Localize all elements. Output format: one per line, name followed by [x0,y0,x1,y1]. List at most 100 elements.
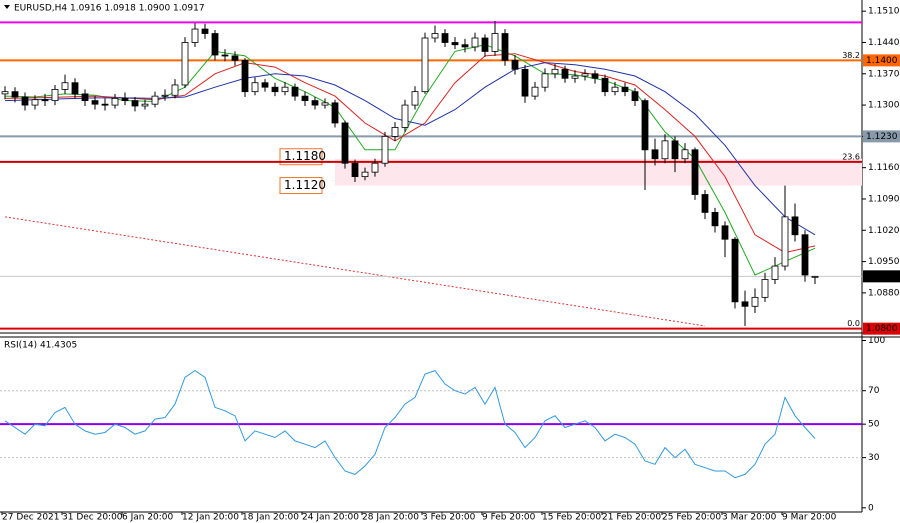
y-tick-label: 1.1020 [868,226,900,236]
y-tick-label: 50 [868,420,880,430]
x-tick-label: 28 Jan 20:00 [362,513,419,523]
rsi-title: RSI(14) 41.4305 [4,341,77,351]
zone [335,158,862,186]
candle-body [441,33,449,43]
candle-body [571,75,579,79]
candle-body [771,265,779,280]
candle-body [141,103,149,107]
candle-body [781,216,789,267]
candle-body [161,94,169,97]
x-tick-label: 21 Feb 20:00 [602,513,661,523]
candle-body [261,82,269,88]
candle-body [451,42,459,46]
candle-body [531,86,539,97]
x-tick-label: 27 Dec 2021 [2,513,60,523]
y-tick-label: 1.1090 [868,194,900,204]
level-tag: 0.0 [847,319,860,328]
candle-body [671,140,679,160]
candle-body [471,37,479,48]
y-tick-label: 1.1160 [868,163,900,173]
candle-body [411,91,419,106]
candle-body [311,100,319,106]
candle-body [421,37,429,93]
candle-body [111,97,119,106]
candle-body [301,95,309,102]
candle-body [191,28,199,43]
menu-icon [4,5,10,9]
y-tick-label: 1.1370 [868,69,900,79]
last-price-box [863,270,900,283]
candle-body [91,100,99,105]
candle-body [371,162,379,173]
x-tick-label: 3 Mar 20:00 [722,513,777,523]
candle-body [591,73,599,79]
candle-body [351,162,359,178]
candle-body [211,33,219,56]
level-label: 1.1230 [866,132,898,142]
level-label-box [863,130,900,143]
level-label-box [863,322,900,335]
candle-body [611,86,619,93]
candle-body [511,59,519,70]
candle-body [361,171,369,178]
y-tick-label: 1.1300 [868,101,900,111]
y-tick-label: 1.0880 [868,288,900,298]
level-label: 1.1400 [866,56,898,66]
candle-body [291,86,299,97]
candle-body [751,296,759,307]
y-tick-label: 70 [868,386,880,396]
candle-body [331,102,339,124]
candle-body [461,44,469,48]
candle-body [551,68,559,75]
zone-label-box [279,148,323,166]
zone-label-box [279,177,323,195]
y-tick-label: 0 [868,503,874,513]
candle-body [661,140,669,160]
x-tick-label: 25 Feb 20:00 [662,513,721,523]
candle-body [271,86,279,93]
x-tick-label: 3 Feb 20:00 [422,513,476,523]
candle-body [711,211,719,227]
candle-body [791,216,799,236]
candle-body [321,102,329,106]
candle-body [11,91,19,98]
x-tick-label: 9 Feb 20:00 [482,513,536,523]
candle-body [41,99,49,102]
candle-body [171,84,179,96]
candle-body [501,33,509,61]
candle-body [241,59,249,93]
candle-body [741,301,749,307]
candle-body [121,97,129,102]
candle-body [581,73,589,77]
level-tag: 23.6 [842,152,860,161]
candle-body [691,149,699,195]
moving-average [4,44,816,276]
candle-body [701,194,709,213]
candle-body [131,100,139,107]
candle-body [71,82,79,95]
candle-body [201,28,209,34]
candle-body [491,33,499,52]
candle-body [391,127,399,137]
quote: 1.0916 1.0918 1.0900 1.0917 [70,4,205,14]
zone-label: 1.1180 [284,149,326,163]
candle-body [151,95,159,105]
candle-body [81,93,89,102]
candle-body [281,86,289,93]
candle-body [811,275,819,278]
candle-body [181,42,189,86]
x-tick-label: 24 Jan 20:00 [302,513,359,523]
candle-body [21,96,29,106]
candle-body [641,100,649,151]
candle-body [481,37,489,52]
x-tick-label: 9 Mar 20:00 [782,513,837,523]
candle-body [381,135,389,164]
candle-body [231,55,239,61]
candle-body [731,238,739,303]
candle-body [51,89,59,102]
candle-body [431,33,439,39]
moving-average [4,53,816,254]
